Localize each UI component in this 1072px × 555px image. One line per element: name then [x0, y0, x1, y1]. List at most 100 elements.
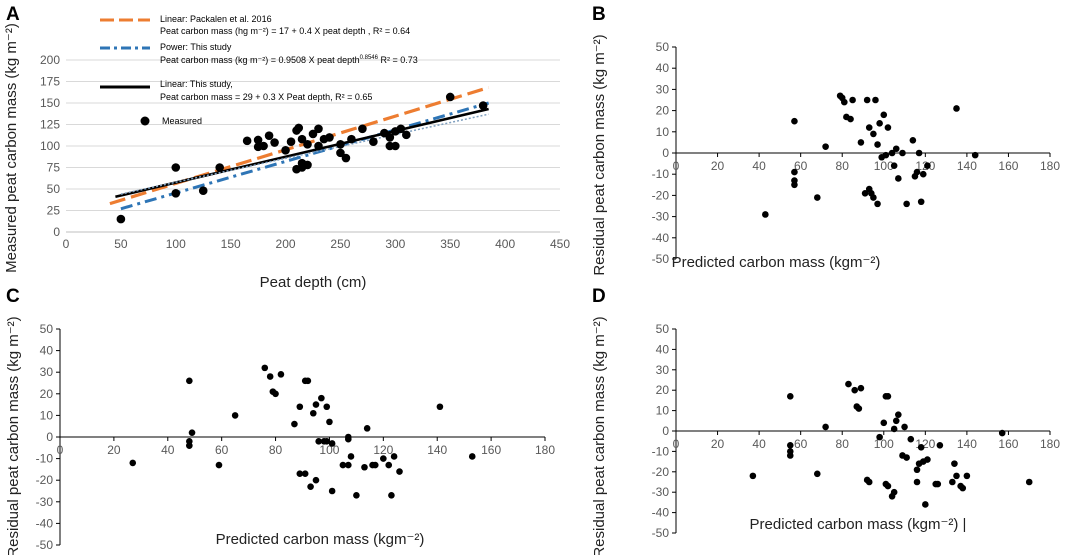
panel-a-data-point: [215, 163, 224, 172]
panel-a-x-tick-label: 350: [440, 237, 460, 251]
panel-b-y-tick-label: -30: [652, 210, 670, 224]
panel-b-data-point: [971, 151, 979, 159]
panel-c-data-point: [361, 463, 368, 471]
panel-a-data-point: [253, 135, 263, 145]
panel-a-data-point: [314, 124, 323, 134]
panel-c-data-point: [312, 476, 320, 484]
panel-d-data-point: [895, 411, 902, 418]
panel-c-data-point: [188, 429, 196, 436]
panel-b-y-axis-label: Residual peat carbon mass (kg m⁻²): [591, 34, 608, 275]
panel-b-data-point: [919, 170, 927, 178]
panel-c-y-tick-label: 40: [40, 344, 54, 358]
panel-c-y-tick-label: -40: [36, 516, 54, 530]
panel-a-data-point: [171, 163, 181, 172]
panel-d-data-point: [903, 454, 910, 461]
panel-c-data-point: [296, 403, 304, 411]
panel-b-data-point: [872, 96, 879, 104]
panel-a-data-point: [303, 139, 312, 149]
panel-d-data-point: [892, 417, 900, 425]
panel-c-x-tick-label: 160: [481, 443, 501, 457]
panel-label-a: A: [6, 4, 20, 25]
panel-a-data-point: [369, 137, 378, 146]
legend-power-eq-b: R² = 0.73: [378, 55, 418, 65]
legend-power-title: Power: This study: [160, 42, 232, 52]
panel-a-y-tick-label: 25: [47, 204, 61, 218]
panel-a-data-point: [478, 101, 488, 110]
panel-d-x-tick-label: 20: [711, 437, 725, 451]
panel-a-y-tick-label: 0: [53, 225, 60, 239]
panel-c-data-point: [353, 492, 360, 499]
panel-d-data-point: [845, 380, 852, 388]
panel-d-data-point: [786, 452, 794, 459]
panel-d-data-point: [1025, 478, 1033, 486]
panel-d-data-point: [851, 386, 858, 394]
panel-c-data-point: [468, 453, 476, 460]
panel-b-data-point: [791, 168, 798, 176]
panel-b-y-tick-label: 20: [656, 104, 670, 118]
panel-a-data-point: [116, 214, 126, 224]
panel-b-y-tick-label: 40: [656, 61, 670, 75]
panel-c-y-tick-label: -10: [36, 452, 54, 466]
panel-a-data-point: [264, 131, 274, 140]
panel-c-y-tick-label: 20: [40, 387, 54, 401]
panel-c-x-tick-label: 20: [107, 443, 121, 457]
panel-b-data-point: [874, 200, 881, 208]
panel-c-x-tick-label: 180: [535, 443, 555, 457]
panel-a-data-point: [314, 141, 323, 151]
panel-a-data-point: [391, 141, 400, 151]
panel-a-x-tick-label: 250: [330, 237, 350, 251]
panel-c-data-point: [272, 390, 279, 398]
panel-b-x-tick-label: 80: [836, 159, 850, 173]
panel-b-data-point: [813, 194, 821, 201]
panel-a-y-tick-label: 50: [47, 182, 61, 196]
panel-d-data-point: [922, 501, 929, 508]
panel-a-x-tick-label: 150: [221, 237, 241, 251]
panel-d-data-point: [924, 456, 931, 463]
panel-a-y-tick-label: 175: [40, 75, 60, 89]
panel-b-y-tick-label: -50: [652, 252, 670, 266]
panel-label-d: D: [592, 286, 606, 307]
panel-b-data-point: [762, 211, 769, 218]
panel-b-data-point: [924, 162, 931, 170]
panel-d-y-axis-label: Residual peat carbon mass (kg m⁻²): [591, 316, 608, 555]
panel-a-x-tick-label: 100: [166, 237, 186, 251]
panel-a-data-point: [242, 136, 252, 146]
panel-c-y-tick-label: -30: [36, 495, 54, 509]
panel-c-data-point: [215, 461, 223, 469]
panel-d-y-tick-label: 40: [656, 342, 670, 356]
panel-b-y-tick-label: 10: [656, 125, 670, 139]
panel-a-data-point: [270, 138, 279, 147]
panel-b-y-tick-label: -10: [652, 167, 670, 181]
panel-c-x-tick-label: 80: [269, 443, 283, 457]
panel-b-y-tick-label: 30: [656, 82, 670, 96]
panel-c-data-point: [371, 461, 379, 469]
panel-c-x-axis-label: Predicted carbon mass (kgm⁻²): [216, 531, 425, 548]
panel-c-data-point: [318, 394, 325, 402]
legend-linear-title: Linear: This study,: [160, 79, 233, 89]
panel-b-y-tick-label: 50: [656, 40, 670, 54]
panel-c-data-point: [129, 459, 137, 467]
panel-a-y-tick-label: 100: [40, 139, 60, 153]
panel-d-data-point: [880, 419, 888, 427]
panel-b-data-point: [865, 124, 873, 131]
panel-c-data-point: [186, 442, 193, 449]
panel-b-x-tick-label: 0: [673, 159, 680, 173]
panel-d-x-tick-label: 0: [673, 437, 680, 451]
panel-d-data-point: [998, 429, 1006, 437]
panel-b-data-point: [880, 111, 888, 119]
panel-c-data-point: [231, 412, 239, 419]
panel-d-x-tick-label: 160: [998, 437, 1018, 451]
panel-d-data-point: [786, 441, 794, 449]
panel-c-data-point: [326, 418, 333, 426]
panel-d-data-point: [959, 484, 967, 492]
panel-c-y-tick-label: 0: [46, 430, 53, 444]
panel-b-x-axis-label: Predicted carbon mass (kgm⁻²): [672, 254, 881, 271]
panel-c-data-point: [396, 468, 403, 475]
panel-b-x-tick-label: 140: [957, 159, 977, 173]
panel-b-data-point: [870, 130, 877, 138]
panel-d-data-point: [890, 425, 898, 433]
panel-d-y-tick-label: 20: [656, 383, 670, 397]
